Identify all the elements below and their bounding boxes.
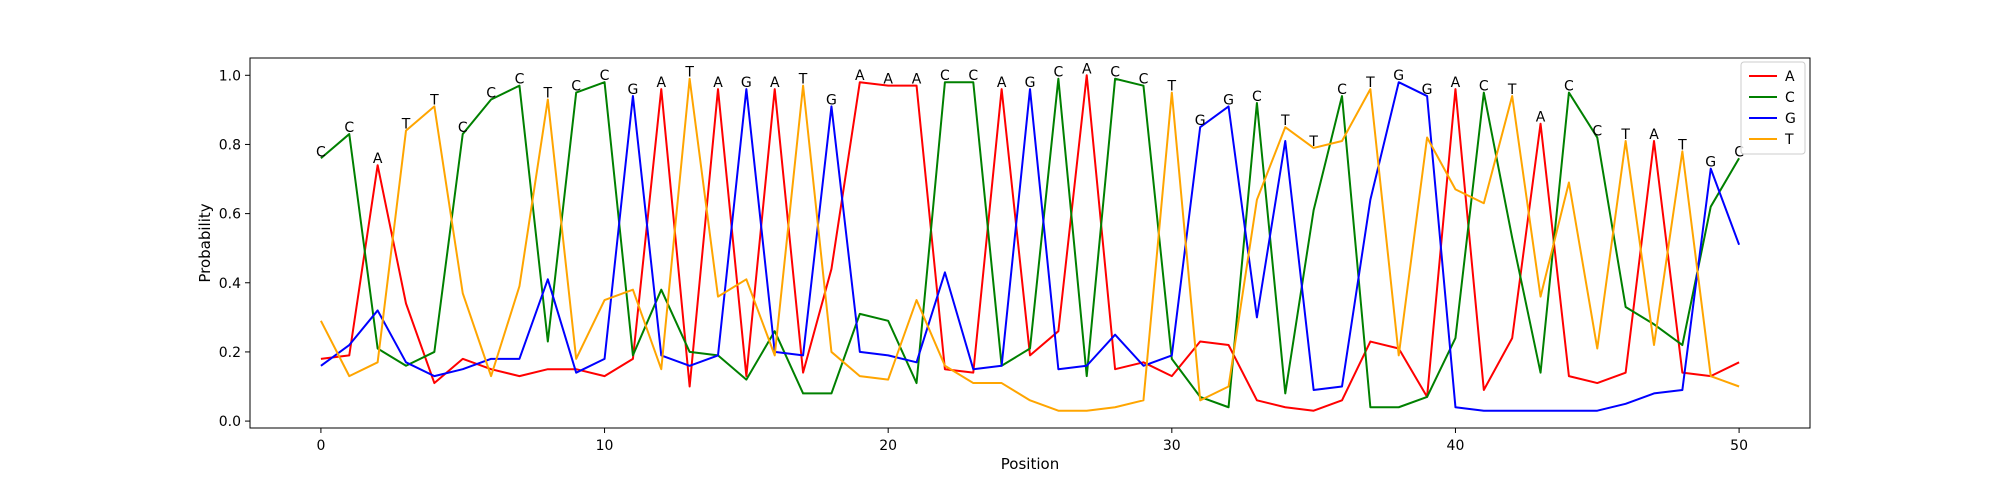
y-tick-label: 0.0 xyxy=(219,414,241,430)
sequence-label: C xyxy=(1734,144,1744,160)
y-tick-label: 0.6 xyxy=(219,207,241,223)
sequence-label: T xyxy=(1280,113,1290,129)
series-line-G xyxy=(320,81,1741,412)
y-axis-ticks: 0.0 0.2 0.4 0.6 0.8 1.0 xyxy=(219,68,250,430)
sequence-label: C xyxy=(600,68,610,84)
y-tick-label: 0.4 xyxy=(219,276,241,292)
sequence-label: C xyxy=(968,68,978,84)
sequence-label: A xyxy=(1649,127,1659,143)
sequence-label: G xyxy=(1025,75,1036,91)
legend-box xyxy=(1740,61,1806,155)
y-axis-label: Probability xyxy=(196,203,214,282)
plot-frame xyxy=(249,57,1811,429)
sequence-label: C xyxy=(486,85,496,101)
sequence-label: C xyxy=(515,72,525,88)
sequence-label: C xyxy=(1479,79,1489,95)
sequence-label: A xyxy=(1451,75,1461,91)
sequence-label: C xyxy=(1110,65,1120,81)
sequence-label: G xyxy=(826,92,837,108)
sequence-label: G xyxy=(627,82,638,98)
sequence-label: T xyxy=(429,92,439,108)
sequence-labels: C C A T T C C C T C C G A T A G A T G A A A C C A G C A C C T G G C T T C T G G… xyxy=(316,61,1744,170)
y-tick-label: 0.2 xyxy=(219,345,241,361)
x-tick-label: 30 xyxy=(1163,438,1181,454)
sequence-label: G xyxy=(1195,113,1206,129)
x-tick-label: 0 xyxy=(316,438,325,454)
sequence-label: A xyxy=(1536,110,1546,126)
sequence-label: G xyxy=(1393,68,1404,84)
sequence-label: A xyxy=(883,72,893,88)
sequence-label: G xyxy=(741,75,752,91)
x-tick-label: 50 xyxy=(1730,438,1748,454)
sequence-label: T xyxy=(1365,75,1375,91)
series-line-A xyxy=(320,74,1740,412)
sequence-label: C xyxy=(571,79,581,95)
sequence-label: T xyxy=(798,72,808,88)
sequence-label: T xyxy=(1167,79,1177,95)
sequence-label: G xyxy=(1223,92,1234,108)
sequence-label: A xyxy=(373,151,383,167)
sequence-label: C xyxy=(1337,82,1347,98)
sequence-label: C xyxy=(344,120,354,136)
x-axis-ticks: 0 10 20 30 40 50 xyxy=(316,428,1748,454)
y-tick-label: 1.0 xyxy=(219,68,241,84)
legend-label-T: T xyxy=(1784,132,1794,148)
sequence-label: C xyxy=(1252,89,1262,105)
legend-label-G: G xyxy=(1785,111,1796,127)
sequence-label: C xyxy=(940,68,950,84)
x-tick-label: 40 xyxy=(1447,438,1465,454)
series-line-C xyxy=(320,77,1740,409)
sequence-label: C xyxy=(316,144,326,160)
x-axis-label: Position xyxy=(1001,455,1059,473)
legend-label-C: C xyxy=(1785,90,1795,106)
sequence-label: C xyxy=(1053,65,1063,81)
sequence-label: C xyxy=(458,120,468,136)
sequence-label: A xyxy=(997,75,1007,91)
sequence-label: C xyxy=(1592,124,1602,140)
sequence-label: A xyxy=(656,75,666,91)
sequence-label: T xyxy=(543,85,553,101)
x-tick-label: 20 xyxy=(879,438,897,454)
sequence-label: T xyxy=(401,117,411,133)
sequence-label: C xyxy=(1139,72,1149,88)
sequence-label: G xyxy=(1705,155,1716,171)
legend-label-A: A xyxy=(1785,69,1795,85)
sequence-label: T xyxy=(1677,137,1687,153)
sequence-label: T xyxy=(1308,134,1318,150)
sequence-label: A xyxy=(770,75,780,91)
series-line-T xyxy=(320,77,1740,412)
sequence-label: G xyxy=(1422,82,1433,98)
series-lines xyxy=(320,74,1741,412)
x-tick-label: 10 xyxy=(596,438,614,454)
y-tick-label: 0.8 xyxy=(219,137,241,153)
sequence-label: A xyxy=(912,72,922,88)
sequence-label: T xyxy=(1620,127,1630,143)
sequence-label: C xyxy=(1564,79,1574,95)
sequence-label: A xyxy=(855,68,865,84)
sequence-label: T xyxy=(1507,82,1517,98)
sequence-label: A xyxy=(1082,61,1092,77)
sequence-label: T xyxy=(684,65,694,81)
sequence-label: A xyxy=(713,75,723,91)
